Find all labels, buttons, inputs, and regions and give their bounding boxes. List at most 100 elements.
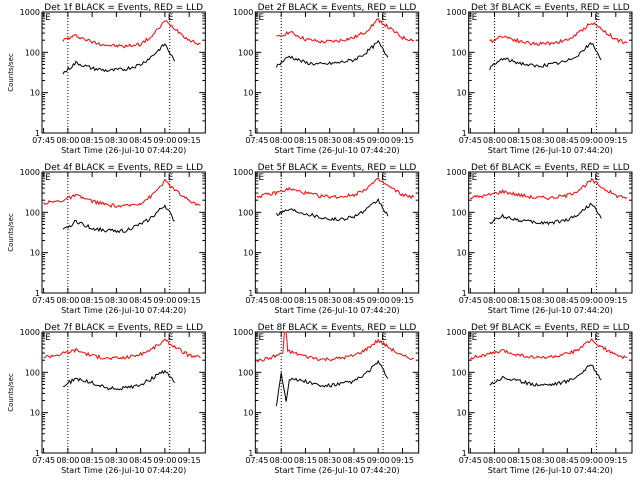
x-tick-label: 08:30 <box>532 296 555 305</box>
x-tick-label: 08:15 <box>507 456 530 465</box>
y-tick-label: 100 <box>451 368 466 377</box>
x-tick-label: 08:45 <box>342 296 365 305</box>
x-tick-label: 08:45 <box>342 456 365 465</box>
x-tick-label: 08:45 <box>129 456 152 465</box>
x-tick-label: 08:15 <box>81 136 104 145</box>
y-tick-label: 100 <box>238 368 253 377</box>
y-tick-label: 10 <box>456 409 466 418</box>
chart-title: Det 6f BLACK = Events, RED = LLD <box>471 163 630 173</box>
y-tick-label: 100 <box>451 48 466 57</box>
x-tick-label: 08:00 <box>56 136 79 145</box>
x-tick-label: 08:15 <box>81 296 104 305</box>
x-tick-label: 07:45 <box>245 136 268 145</box>
chart-title: Det 5f BLACK = Events, RED = LLD <box>258 163 417 173</box>
x-tick-label: 09:15 <box>604 296 627 305</box>
x-tick-label: 09:00 <box>153 296 176 305</box>
y-tick-label: 1000 <box>233 328 253 337</box>
y-tick-label: 1 <box>35 289 40 298</box>
chart-panel-7: Det 7f BLACK = Events, RED = LLD 1 10 100 10… <box>7 323 206 475</box>
y-tick-label: 10 <box>456 89 466 98</box>
y-tick-label: 100 <box>25 48 40 57</box>
x-tick-label: 08:30 <box>105 136 128 145</box>
x-tick-label: 07:45 <box>459 136 482 145</box>
x-tick-label: 09:00 <box>367 456 390 465</box>
y-tick-label: 1 <box>462 129 467 138</box>
y-tick-label: 100 <box>25 368 40 377</box>
x-tick-label: 08:00 <box>483 136 506 145</box>
x-tick-label: 08:45 <box>556 296 579 305</box>
event-annotation: E <box>594 13 600 23</box>
x-axis-label: Start Time (26-Jul-10 07:44:20) <box>488 466 613 475</box>
y-tick-label: 100 <box>25 208 40 217</box>
y-tick-label: 100 <box>238 208 253 217</box>
x-tick-label: 08:00 <box>56 456 79 465</box>
x-tick-label: 08:15 <box>507 136 530 145</box>
events-series-line <box>62 43 176 75</box>
x-tick-label: 08:45 <box>556 136 579 145</box>
x-tick-label: 09:00 <box>153 136 176 145</box>
lld-series-line <box>256 177 415 200</box>
x-tick-label: 09:15 <box>178 456 201 465</box>
y-tick-label: 1 <box>248 449 253 458</box>
lld-series-line <box>469 338 628 360</box>
y-tick-label: 100 <box>451 208 466 217</box>
x-tick-label: 08:30 <box>318 136 341 145</box>
event-annotation: E <box>594 173 600 183</box>
chart-panel-5: Det 5f BLACK = Events, RED = LLD 1 10 100 10… <box>233 163 420 315</box>
y-axis-label: Counts/sec <box>7 53 15 92</box>
x-tick-label: 07:45 <box>245 456 268 465</box>
x-tick-label: 09:15 <box>178 136 201 145</box>
y-tick-label: 100 <box>238 48 253 57</box>
events-series-line <box>489 202 602 226</box>
event-annotation: E <box>594 333 600 343</box>
y-tick-label: 1000 <box>446 168 466 177</box>
chart-title: Det 7f BLACK = Events, RED = LLD <box>44 323 203 333</box>
x-tick-label: 07:45 <box>32 296 55 305</box>
event-annotation: E <box>258 173 264 183</box>
x-tick-label: 09:15 <box>391 456 414 465</box>
x-tick-label: 09:00 <box>580 456 603 465</box>
x-tick-label: 07:45 <box>459 456 482 465</box>
y-tick-label: 10 <box>30 249 40 258</box>
x-tick-label: 08:30 <box>318 296 341 305</box>
event-annotation: E <box>45 13 51 23</box>
x-tick-label: 08:45 <box>129 136 152 145</box>
x-tick-label: 08:00 <box>270 136 293 145</box>
x-tick-label: 07:45 <box>32 136 55 145</box>
x-tick-label: 09:00 <box>580 136 603 145</box>
x-tick-label: 08:30 <box>532 456 555 465</box>
events-series-line <box>275 39 389 68</box>
y-tick-label: 1 <box>462 289 467 298</box>
y-tick-label: 1000 <box>446 328 466 337</box>
lld-series-line <box>62 19 201 49</box>
chart-panel-1: Det 1f BLACK = Events, RED = LLD 1 10 100 10… <box>7 3 206 155</box>
chart-panel-8: Det 8f BLACK = Events, RED = LLD 1 10 100 10… <box>233 323 420 475</box>
plot-frame <box>254 331 420 454</box>
plot-frame <box>254 11 420 134</box>
y-tick-label: 10 <box>243 89 253 98</box>
event-annotation: E <box>168 333 174 343</box>
x-tick-label: 09:00 <box>367 296 390 305</box>
x-axis-label: Start Time (26-Jul-10 07:44:20) <box>274 466 399 475</box>
plot-frame <box>41 11 206 134</box>
x-tick-label: 09:15 <box>178 296 201 305</box>
x-tick-label: 08:30 <box>105 456 128 465</box>
y-tick-label: 1000 <box>20 328 40 337</box>
x-tick-label: 08:45 <box>342 136 365 145</box>
y-tick-label: 1 <box>35 129 40 138</box>
x-tick-label: 09:15 <box>391 136 414 145</box>
chart-title: Det 9f BLACK = Events, RED = LLD <box>471 323 630 333</box>
y-axis-label: Counts/sec <box>7 373 15 412</box>
event-annotation: E <box>168 173 174 183</box>
event-annotation: E <box>258 13 264 23</box>
x-tick-label: 08:45 <box>129 296 152 305</box>
events-series-line <box>489 41 602 71</box>
x-tick-label: 07:45 <box>459 296 482 305</box>
x-tick-label: 09:00 <box>580 296 603 305</box>
x-axis-label: Start Time (26-Jul-10 07:44:20) <box>274 146 399 155</box>
x-axis-label: Start Time (26-Jul-10 07:44:20) <box>488 306 613 315</box>
y-tick-label: 1000 <box>446 8 466 17</box>
plot-frame <box>468 11 633 134</box>
x-tick-label: 09:00 <box>153 456 176 465</box>
